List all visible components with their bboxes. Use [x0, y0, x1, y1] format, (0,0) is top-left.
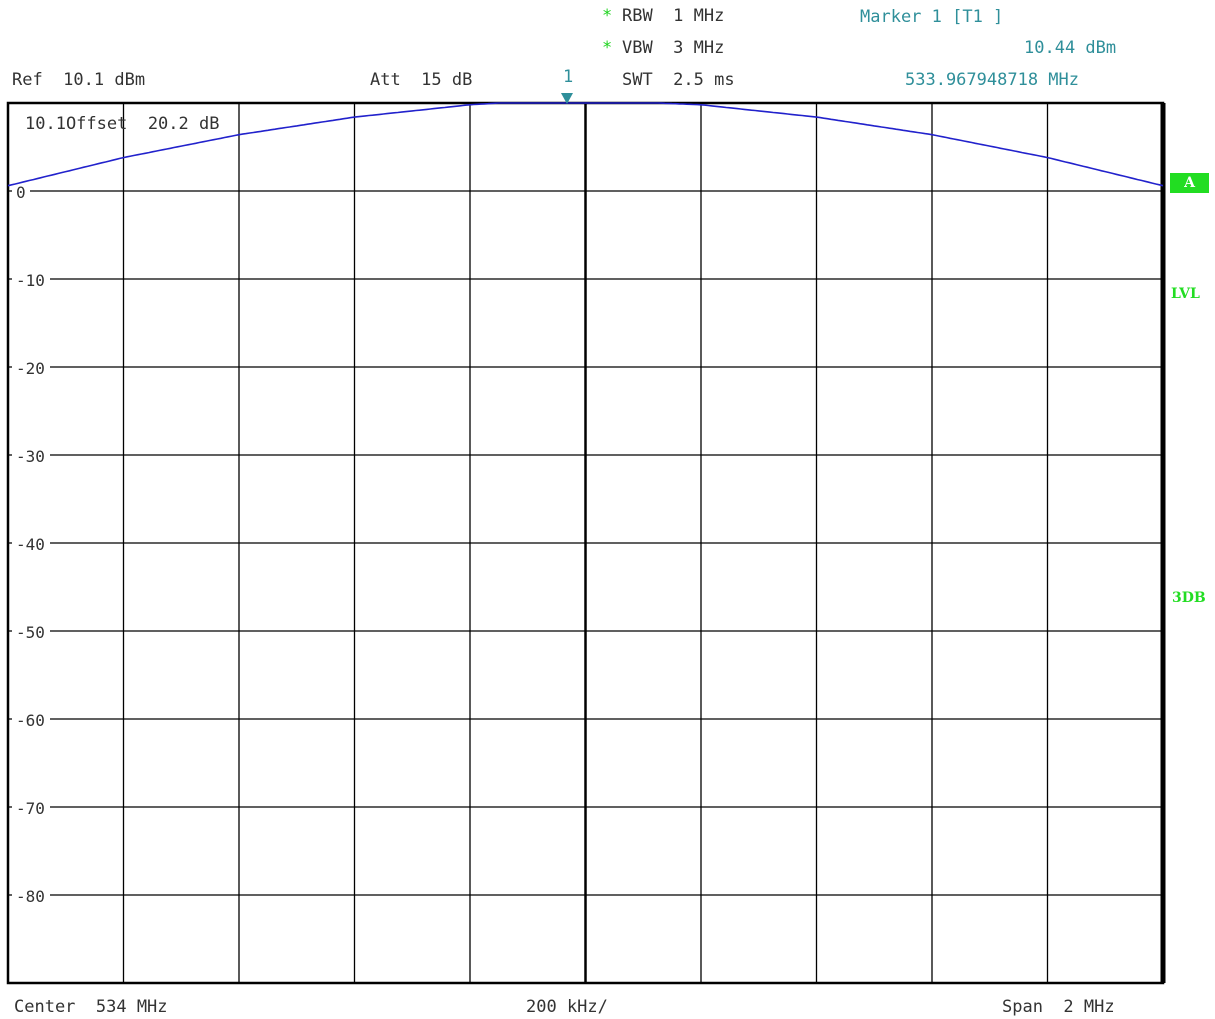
vbw-coupling-star: * — [602, 38, 613, 58]
span-readout[interactable]: Span 2 MHz — [1002, 997, 1115, 1017]
trace-a-badge: A — [1170, 173, 1209, 193]
y-tick-label: -10 — [16, 271, 45, 290]
y-tick-label: -60 — [16, 711, 45, 730]
rbw-readout[interactable]: RBW 1 MHz — [622, 6, 725, 26]
marker-frequency: 533.967948718 MHz — [905, 70, 1079, 90]
y-tick-label-bg — [12, 445, 50, 464]
marker-number-label: 1 — [563, 67, 574, 87]
y-tick-label-bg — [12, 269, 50, 288]
rbw-coupling-star: * — [602, 6, 613, 26]
y-tick-label-bg — [12, 621, 50, 640]
marker-title: Marker 1 [T1 ] — [860, 7, 1004, 27]
center-frequency[interactable]: Center 534 MHz — [14, 997, 168, 1017]
3db-indicator: 3DB — [1172, 590, 1206, 606]
y-tick-label-bg — [12, 797, 50, 816]
ref-level-readout[interactable]: Ref 10.1 dBm — [12, 70, 146, 90]
y-tick-label: -50 — [16, 623, 45, 642]
y-tick-label-bg — [12, 533, 50, 552]
y-tick-label: -20 — [16, 359, 45, 378]
marker-1-triangle — [560, 93, 573, 104]
vbw-readout[interactable]: VBW 3 MHz — [622, 38, 725, 58]
frequency-per-division: 200 kHz/ — [526, 997, 608, 1017]
attenuation-readout[interactable]: Att 15 dB — [370, 70, 473, 90]
lvl-indicator: LVL — [1171, 286, 1200, 302]
offset-indicator: 10.1Offset 20.2 dB — [25, 114, 220, 134]
y-tick-label: -80 — [16, 887, 45, 906]
y-tick-label-bg — [12, 357, 50, 376]
y-tick-label: -30 — [16, 447, 45, 466]
sweep-time-readout[interactable]: SWT 2.5 ms — [622, 70, 735, 90]
y-tick-label-bg — [12, 709, 50, 728]
y-tick-label: -70 — [16, 799, 45, 818]
y-tick-label: 0 — [16, 183, 26, 202]
marker-level: 10.44 dBm — [1024, 38, 1117, 58]
y-tick-label-bg — [12, 885, 50, 904]
trace-a-line — [7, 102, 1164, 187]
y-tick-label: -40 — [16, 535, 45, 554]
y-tick-label-bg — [12, 181, 30, 200]
